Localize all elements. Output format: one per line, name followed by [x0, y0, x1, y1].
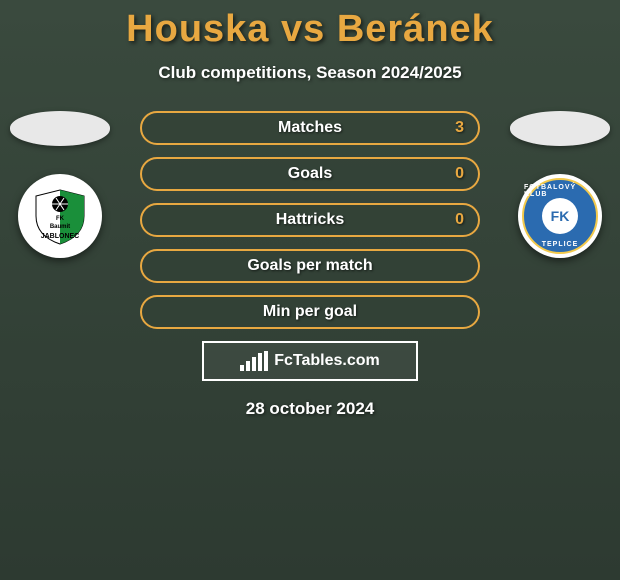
- player-right-photo: [510, 111, 610, 146]
- club-right-center: FK: [542, 198, 578, 234]
- stat-label: Goals per match: [247, 257, 372, 275]
- club-badge-right: FOTBALOVÝ KLUB FK TEPLICE: [518, 174, 602, 258]
- subtitle: Club competitions, Season 2024/2025: [0, 63, 620, 83]
- club-badge-left-inner: FK Baumit JABLONEC: [30, 186, 90, 246]
- stat-row-goals: Goals 0: [140, 157, 480, 191]
- stats-list: Matches 3 Goals 0 Hattricks 0 Goals per …: [140, 111, 480, 329]
- comparison-content: FK Baumit JABLONEC FOTBALOVÝ KLUB FK TEP…: [0, 111, 620, 419]
- watermark[interactable]: FcTables.com: [202, 341, 418, 381]
- stat-label: Matches: [278, 119, 342, 137]
- club-badge-left: FK Baumit JABLONEC: [18, 174, 102, 258]
- stat-row-hattricks: Hattricks 0: [140, 203, 480, 237]
- date-label: 28 october 2024: [0, 399, 620, 419]
- stat-right-value: 3: [455, 119, 464, 137]
- club-left-mid: Baumit: [50, 224, 70, 230]
- player-left-photo: [10, 111, 110, 146]
- stat-label: Hattricks: [276, 211, 344, 229]
- club-right-ring-top: FOTBALOVÝ KLUB: [524, 184, 596, 198]
- stat-label: Min per goal: [263, 303, 357, 321]
- stat-right-value: 0: [455, 165, 464, 183]
- club-left-name: JABLONEC: [30, 233, 90, 240]
- player-right-column: FOTBALOVÝ KLUB FK TEPLICE: [510, 111, 610, 258]
- stat-label: Goals: [288, 165, 332, 183]
- stat-row-goals-per-match: Goals per match: [140, 249, 480, 283]
- stat-right-value: 0: [455, 211, 464, 229]
- stat-row-matches: Matches 3: [140, 111, 480, 145]
- club-badge-right-inner: FOTBALOVÝ KLUB FK TEPLICE: [522, 178, 598, 254]
- bar-chart-icon: [240, 351, 268, 371]
- watermark-text: FcTables.com: [274, 352, 380, 370]
- player-left-column: FK Baumit JABLONEC: [10, 111, 110, 258]
- stat-row-min-per-goal: Min per goal: [140, 295, 480, 329]
- club-right-ring-bottom: TEPLICE: [542, 241, 579, 248]
- club-left-prefix: FK: [56, 216, 65, 222]
- page-title: Houska vs Beránek: [0, 0, 620, 51]
